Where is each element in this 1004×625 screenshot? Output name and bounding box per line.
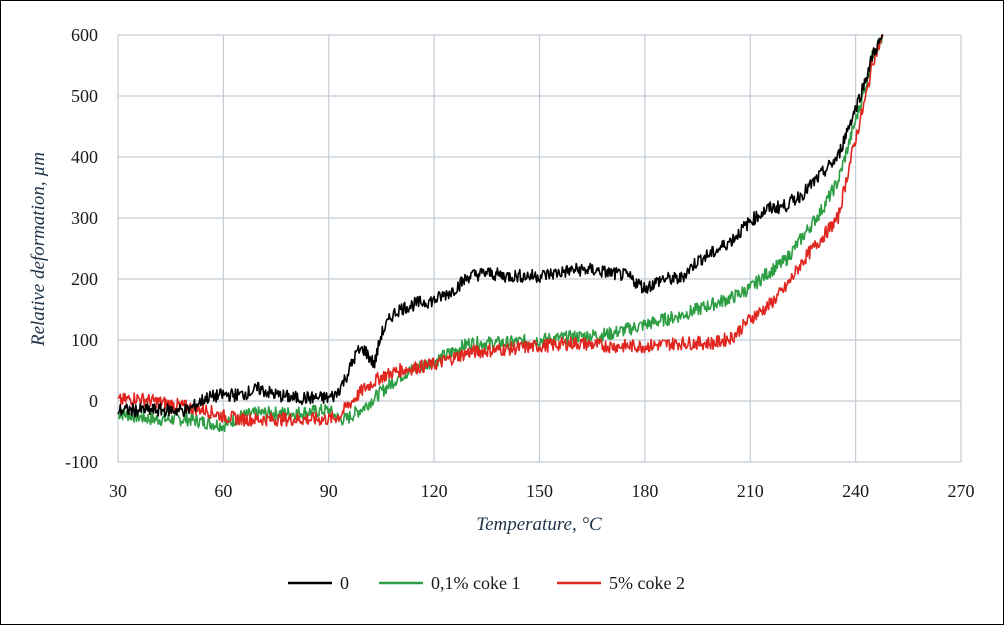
x-tick-label: 210: [737, 481, 764, 501]
y-tick-label: -100: [65, 452, 98, 472]
y-tick-label: 0: [89, 391, 98, 411]
y-tick-label: 400: [71, 147, 98, 167]
y-tick-labels: -100 0 100 200 300 400 500 600: [65, 25, 98, 472]
series-layer: [117, 34, 884, 433]
x-tick-label: 30: [109, 481, 127, 501]
y-axis-title: Relative deformation, µm: [28, 152, 49, 347]
x-tick-labels: 30 60 90 120 150 180 210 240 270: [109, 481, 975, 501]
legend: 0 0,1% coke 1 5% coke 2: [288, 573, 685, 593]
x-axis-title: Temperature, °C: [476, 514, 602, 535]
x-tick-label: 150: [526, 481, 553, 501]
x-tick-label: 180: [631, 481, 658, 501]
legend-label: 0: [340, 573, 349, 593]
legend-label: 5% coke 2: [609, 573, 685, 593]
x-tick-label: 60: [214, 481, 232, 501]
y-tick-label: 500: [71, 86, 98, 106]
y-tick-label: 100: [71, 330, 98, 350]
legend-label: 0,1% coke 1: [431, 573, 520, 593]
y-tick-label: 300: [71, 208, 98, 228]
series-line-0: [117, 34, 883, 418]
series-line-1: [117, 34, 883, 433]
y-tick-label: 600: [71, 25, 98, 45]
y-tick-label: 200: [71, 269, 98, 289]
x-tick-label: 90: [320, 481, 338, 501]
x-tick-label: 270: [948, 481, 975, 501]
x-tick-label: 120: [421, 481, 448, 501]
x-tick-label: 240: [842, 481, 869, 501]
series-line-2: [117, 34, 884, 427]
